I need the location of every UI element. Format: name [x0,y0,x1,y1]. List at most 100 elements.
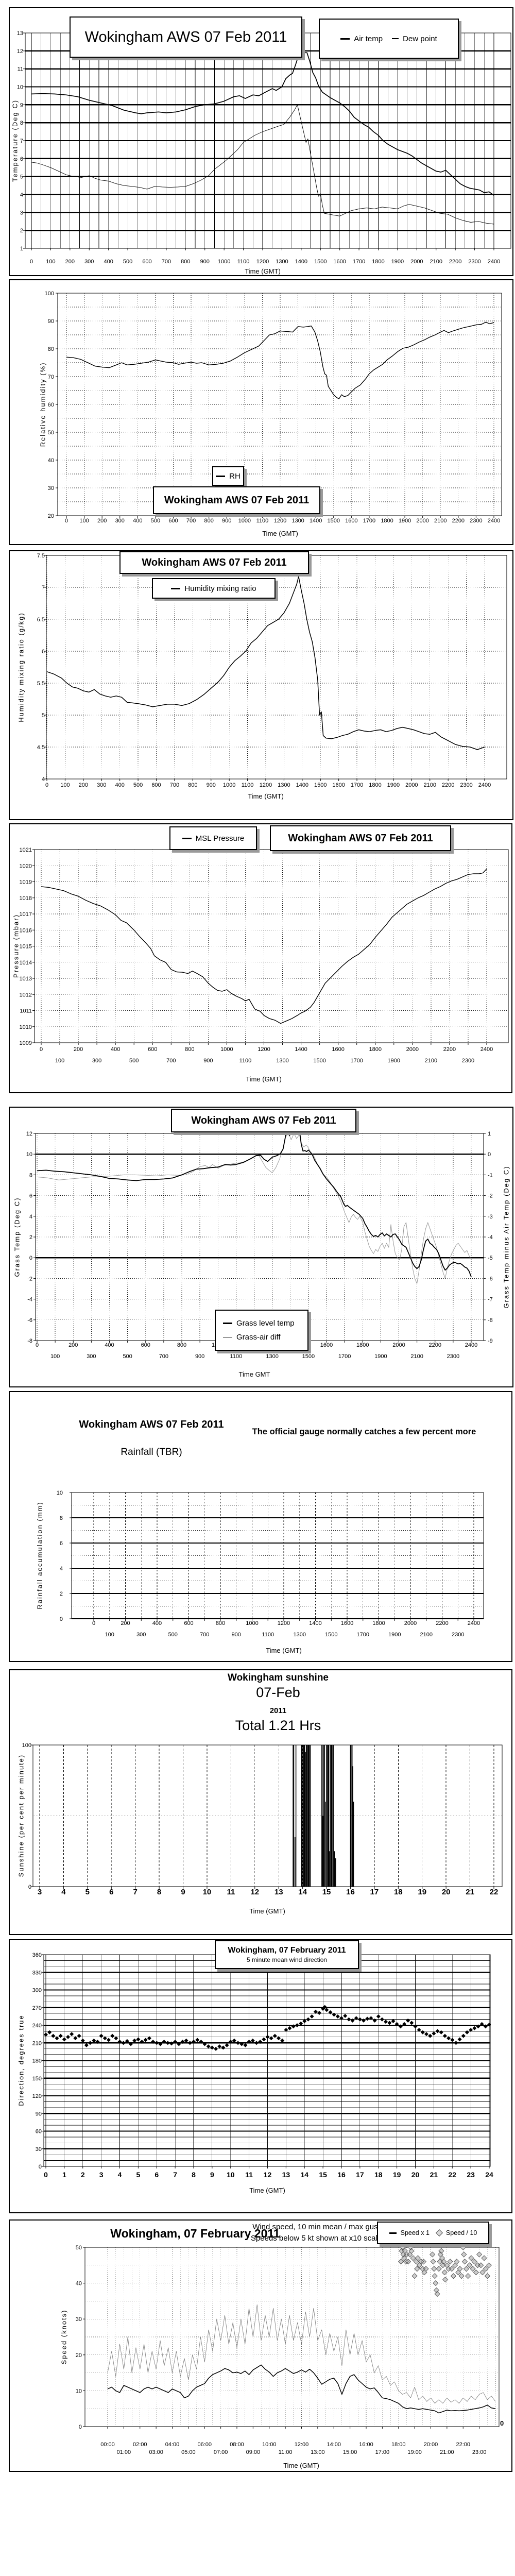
svg-text:1500: 1500 [325,1632,337,1638]
svg-text:2400: 2400 [488,518,500,524]
svg-text:-4: -4 [488,1234,493,1241]
svg-text:-1: -1 [488,1172,493,1178]
y-axis-title: Relative humidity (%) [39,362,47,447]
svg-text:11:00: 11:00 [279,2449,293,2455]
svg-text:-5: -5 [488,1255,493,1261]
plot-border [84,2247,500,2427]
y-axis-title: Pressure (mbar) [12,914,20,978]
svg-text:4: 4 [42,776,45,783]
svg-text:1100: 1100 [242,782,254,788]
chart-title-box: Wokingham AWS 07 Feb 2011 [119,551,309,574]
svg-text:100: 100 [46,259,55,265]
svg-text:6: 6 [109,1888,113,1896]
series-Grass-air diff [37,1133,472,1284]
svg-text:0: 0 [60,1616,63,1622]
panel-wind-speed: 00:00 02:00 04:00 06:00 08:00 10:00 12:00 14:00… [9,2219,512,2472]
legend-air-temp: Air temp [340,35,383,43]
svg-text:11: 11 [227,1888,235,1896]
svg-text:180: 180 [32,2058,42,2064]
svg-text:1018: 1018 [20,895,32,902]
svg-text:03:00: 03:00 [149,2449,163,2455]
svg-text:-8: -8 [27,1338,32,1344]
svg-text:1000: 1000 [223,782,235,788]
svg-text:800: 800 [216,1620,225,1626]
svg-text:19: 19 [393,2171,401,2179]
svg-text:4: 4 [20,192,23,198]
svg-text:210: 210 [32,2040,42,2046]
grass-legend: Grass level temp Grass-air diff [215,1310,308,1351]
svg-text:1100: 1100 [256,518,269,524]
svg-text:6: 6 [29,1193,32,1199]
y-axis-title: Rainfall accumulation (mm) [36,1501,44,1609]
svg-text:0: 0 [65,518,68,524]
axis-tick-labels: 0 100 200 300 400 500 600 700 800 900 1000 1100 1200… [45,291,501,524]
svg-text:2: 2 [29,1234,32,1241]
gridlines [44,1955,490,2166]
legend-msl: MSL Pressure [182,834,244,843]
svg-text:120: 120 [32,2093,42,2099]
humidity-legend: RH [212,466,244,486]
svg-text:24: 24 [485,2171,493,2179]
svg-text:600: 600 [142,259,151,265]
svg-text:01:00: 01:00 [117,2449,131,2455]
svg-text:10: 10 [17,84,23,91]
svg-text:2200: 2200 [443,1046,456,1053]
svg-text:0: 0 [29,1255,32,1261]
svg-text:700: 700 [159,1353,168,1360]
svg-text:800: 800 [185,1046,194,1053]
svg-text:1200: 1200 [260,782,272,788]
hmr-line-icon [171,587,181,589]
speed-note-1: Wind speed, 10 min mean / max gust [252,2223,380,2231]
svg-text:400: 400 [105,1342,114,1348]
svg-text:4: 4 [60,1566,63,1572]
svg-text:2000: 2000 [410,259,423,265]
panel-rainfall: 0 200 400 600 800 1000 1200 1400 1600 1800 2000 220… [9,1391,512,1662]
svg-text:2: 2 [81,2171,85,2179]
svg-text:900: 900 [222,518,231,524]
svg-text:22: 22 [448,2171,456,2179]
svg-text:6.5: 6.5 [37,617,45,623]
svg-text:1100: 1100 [230,1353,243,1360]
x-axis-title: Time (GMT) [249,2187,285,2194]
svg-text:15: 15 [319,2171,327,2179]
svg-text:1200: 1200 [274,518,286,524]
svg-text:1900: 1900 [388,1632,401,1638]
panel-mixing-ratio: 0 100 200 300 400 500 600 700 800 900 1000 1100 1200… [9,550,513,820]
svg-text:17:00: 17:00 [375,2449,390,2455]
svg-text:0: 0 [44,2171,48,2179]
svg-text:100: 100 [79,518,89,524]
svg-text:1800: 1800 [372,259,384,265]
svg-text:100: 100 [45,291,54,297]
grass-temp-chart-svg: 0200400600800100012001400160018002000220… [26,1131,493,1360]
svg-text:04:00: 04:00 [165,2442,180,2448]
svg-text:300: 300 [92,1058,101,1064]
svg-text:300: 300 [84,259,94,265]
svg-text:15: 15 [322,1888,331,1896]
svg-text:2100: 2100 [425,1058,437,1064]
svg-text:23: 23 [467,2171,475,2179]
svg-text:900: 900 [207,782,216,788]
svg-text:7: 7 [42,585,45,591]
legend-grass-level: Grass level temp [223,1319,295,1328]
svg-text:21: 21 [430,2171,438,2179]
svg-text:2200: 2200 [452,518,465,524]
svg-text:700: 700 [166,1058,176,1064]
svg-text:14:00: 14:00 [327,2442,341,2448]
svg-text:270: 270 [32,2005,42,2011]
svg-text:19: 19 [418,1888,426,1896]
chart-title: Wokingham AWS 07 Feb 2011 [288,832,433,844]
svg-text:0: 0 [36,1342,39,1348]
svg-text:-3: -3 [488,1214,493,1220]
svg-text:1900: 1900 [391,259,404,265]
y-axis-title: Humidity mixing ratio (g/kg) [17,612,25,722]
mixing-ratio-legend: Humidity mixing ratio [152,578,276,599]
sunshine-chart-svg: 3 4 5 6 7 8 9 10 11 12 13 14 15 16 17 18 19 20 21 22 0 100 [22,1742,503,1896]
y-axis-title: Direction, degrees true [17,2014,25,2106]
svg-text:90: 90 [36,2111,42,2117]
svg-text:800: 800 [181,259,190,265]
x-axis-title: Time GMT [238,1370,270,1378]
gridlines [72,1493,484,1620]
svg-text:7: 7 [173,2171,177,2179]
svg-text:23:00: 23:00 [472,2449,487,2455]
svg-text:1400: 1400 [296,782,308,788]
